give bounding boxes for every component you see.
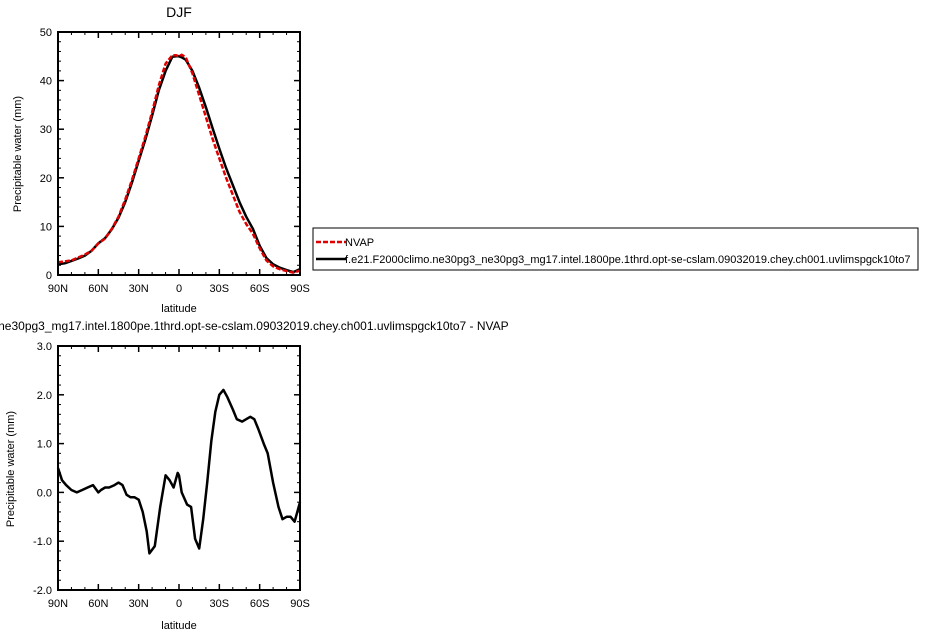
top-x-tick-label: 90N xyxy=(48,283,68,295)
bottom-y-tick-label: -2.0 xyxy=(33,585,52,597)
legend: NVAP f.e21.F2000climo.ne30pg3_ne30pg3_mg… xyxy=(312,227,919,271)
top-chart-x-axis-label: latitude xyxy=(161,303,196,315)
top-chart-frame xyxy=(57,31,301,276)
bottom-x-tick-label: 30S xyxy=(210,598,230,610)
top-y-tick-label: 40 xyxy=(40,76,52,88)
bottom-x-tick-label: 60S xyxy=(250,598,270,610)
bottom-y-tick-label: 3.0 xyxy=(37,341,52,353)
top-series-line xyxy=(57,55,301,274)
bottom-x-tick-label: 30N xyxy=(129,598,149,610)
top-x-tick-label: 30S xyxy=(210,283,230,295)
top-chart-y-axis-label: Precipitable water (mm) xyxy=(12,96,24,212)
top-y-tick-label: 0 xyxy=(46,270,52,282)
bottom-chart-series xyxy=(56,388,302,555)
bottom-y-tick-label: 2.0 xyxy=(37,390,52,402)
bottom-x-tick-label: 60N xyxy=(88,598,108,610)
legend-box xyxy=(312,227,919,271)
top-chart: DJF Precipitable water (mm) latitude 0 10… xyxy=(12,4,310,315)
top-y-tick-label: 30 xyxy=(40,124,52,136)
top-chart-y-ticks: 0 10 20 30 40 50 xyxy=(40,27,300,282)
bottom-chart-y-ticks: -2.0 -1.0 0.0 1.0 2.0 3.0 xyxy=(33,341,300,597)
top-chart-x-ticks: 90N 60N 30N 0 30S 60S 90S xyxy=(48,32,310,295)
top-y-tick-label: 20 xyxy=(40,173,52,185)
top-x-tick-label: 30N xyxy=(129,283,149,295)
top-y-tick-label: 10 xyxy=(40,221,52,233)
bottom-y-tick-label: -1.0 xyxy=(33,536,52,548)
bottom-chart-title: f.e21.F2000climo.ne30pg3_ne30pg3_mg17.in… xyxy=(0,319,509,333)
bottom-chart-x-axis-label: latitude xyxy=(161,620,196,632)
bottom-y-tick-label: 1.0 xyxy=(37,439,52,451)
top-chart-title: DJF xyxy=(166,4,192,20)
legend-label-nvap: NVAP xyxy=(345,237,374,249)
bottom-series-line xyxy=(56,388,302,555)
top-series-line xyxy=(57,53,301,274)
bottom-chart: f.e21.F2000climo.ne30pg3_ne30pg3_mg17.in… xyxy=(0,319,509,632)
bottom-chart-y-axis-label: Precipitable water (mm) xyxy=(5,411,17,527)
top-x-tick-label: 60S xyxy=(250,283,270,295)
bottom-chart-frame xyxy=(57,345,301,591)
bottom-x-tick-label: 90N xyxy=(48,598,68,610)
top-x-tick-label: 60N xyxy=(88,283,108,295)
top-y-tick-label: 50 xyxy=(40,27,52,39)
legend-label-model: f.e21.F2000climo.ne30pg3_ne30pg3_mg17.in… xyxy=(345,254,910,266)
bottom-y-tick-label: 0.0 xyxy=(37,487,52,499)
bottom-x-tick-label: 0 xyxy=(176,598,182,610)
bottom-x-tick-label: 90S xyxy=(290,598,310,610)
top-x-tick-label: 0 xyxy=(176,283,182,295)
top-chart-series xyxy=(57,53,301,274)
top-x-tick-label: 90S xyxy=(290,283,310,295)
